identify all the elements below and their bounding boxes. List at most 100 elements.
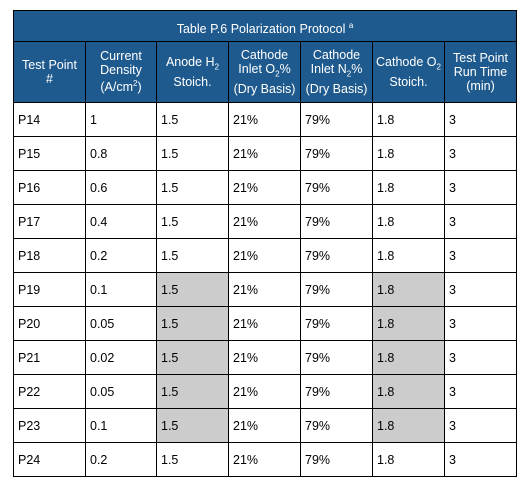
table-title: Table P.6 Polarization Protocol a [13,10,517,41]
table-row: P24 0.2 1.5 21% 79% 1.8 3 [13,442,517,477]
table-row: P18 0.2 1.5 21% 79% 1.8 3 [13,238,517,273]
table-title-text: Table P.6 Polarization Protocol [176,22,346,37]
table-cell: 1.8 [372,204,445,239]
table-cell: 1.5 [156,102,229,137]
table-cell: 1.5 [156,238,229,273]
table-cell: 1.5 [156,136,229,171]
table-cell: 79% [300,204,373,239]
table-cell: 1.8 [372,340,445,375]
header-row: Test Point # Current Density (A/cm2) Anode … [13,41,517,103]
table-cell: 1.5 [156,170,229,205]
table-cell: 3 [444,204,517,239]
column-header-text-suffix: Stoich. [389,74,428,89]
table-cell: 21% [228,170,301,205]
table-cell: 3 [444,374,517,409]
table-cell: 1.8 [372,272,445,307]
table-cell: 79% [300,102,373,137]
table-cell: 1.5 [156,306,229,341]
column-header-text: Anode H [165,55,215,70]
table-cell: P14 [13,102,86,137]
table-cell: 0.02 [85,340,157,375]
column-header-superscript: 2 [133,79,138,89]
table-cell: 1.5 [156,442,229,477]
table-cell: P19 [13,272,86,307]
table-cell: 21% [228,374,301,409]
table-cell: 3 [444,442,517,477]
table-cell: 3 [444,238,517,273]
table-cell: 0.05 [85,306,157,341]
column-header-text-suffix: (min) [466,79,495,93]
column-header-text: Test Point [22,58,77,72]
column-header-text-suffix: % (Dry Basis) [233,62,296,96]
polarization-protocol-table-container: Table P.6 Polarization Protocol a Test P… [13,10,517,477]
column-header-3: Cathode Inlet O2% (Dry Basis) [228,41,301,103]
table-cell: 1.5 [156,340,229,375]
table-cell: P20 [13,306,86,341]
table-row: P16 0.6 1.5 21% 79% 1.8 3 [13,170,517,205]
table-cell: P18 [13,238,86,273]
table-cell: 0.6 [85,170,157,205]
table-cell: 21% [228,340,301,375]
table-cell: 0.05 [85,374,157,409]
table-cell: 21% [228,408,301,443]
table-cell: 79% [300,136,373,171]
table-row: P14 1 1.5 21% 79% 1.8 3 [13,102,517,137]
table-cell: 1 [85,102,157,137]
table-cell: 3 [444,170,517,205]
column-header-text-suffix: % (Dry Basis) [305,62,368,96]
column-header-text: Current Density (A/cm [100,49,142,95]
table-cell: P15 [13,136,86,171]
table-cell: 0.1 [85,272,157,307]
table-cell: 1.5 [156,374,229,409]
table-cell: 1.8 [372,170,445,205]
column-header-subscript: 2 [214,62,220,72]
table-cell: 0.8 [85,136,157,171]
table-cell: 1.8 [372,306,445,341]
table-cell: 1.8 [372,374,445,409]
column-header-text: Cathode Inlet O [238,48,289,77]
table-cell: 1.5 [156,204,229,239]
polarization-protocol-table: Table P.6 Polarization Protocol a Test P… [13,10,517,477]
column-header-2: Anode H2 Stoich. [156,41,229,103]
table-cell: 0.4 [85,204,157,239]
column-header-5: Cathode O2 Stoich. [372,41,445,103]
table-cell: 3 [444,340,517,375]
column-header-text-suffix: ) [137,80,142,95]
column-header-subscript: 2 [275,69,280,79]
table-title-footnote: a [348,21,354,30]
table-cell: P22 [13,374,86,409]
table-cell: 21% [228,136,301,171]
table-cell: 21% [228,102,301,137]
table-cell: 0.1 [85,408,157,443]
table-cell: 3 [444,272,517,307]
table-row: P17 0.4 1.5 21% 79% 1.8 3 [13,204,517,239]
table-cell: 21% [228,306,301,341]
column-header-subscript: 2 [436,62,441,72]
table-body: P14 1 1.5 21% 79% 1.8 3 P15 0.8 1.5 21% 79% 1.8 3 P16 0… [13,102,517,477]
table-row: P23 0.1 1.5 21% 79% 1.8 3 [13,408,517,443]
column-header-text-suffix: Stoich. [173,74,212,89]
column-header-text: Cathode O [376,55,437,70]
table-cell: 79% [300,408,373,443]
table-cell: 1.8 [372,102,445,137]
table-cell: 3 [444,408,517,443]
table-cell: 3 [444,136,517,171]
column-header-text-suffix: # [46,72,53,86]
table-cell: P23 [13,408,86,443]
table-cell: 1.5 [156,408,229,443]
column-header-6: Test Point Run Time (min) [444,41,517,103]
table-cell: 0.2 [85,238,157,273]
table-cell: P24 [13,442,86,477]
column-header-0: Test Point # [13,41,86,103]
table-cell: 21% [228,238,301,273]
table-cell: 1.8 [372,136,445,171]
table-cell: 21% [228,272,301,307]
table-cell: 1.8 [372,238,445,273]
table-cell: 79% [300,238,373,273]
table-cell: 1.5 [156,272,229,307]
table-cell: 0.2 [85,442,157,477]
table-cell: P17 [13,204,86,239]
table-row: P19 0.1 1.5 21% 79% 1.8 3 [13,272,517,307]
table-cell: 1.8 [372,442,445,477]
table-cell: 79% [300,272,373,307]
